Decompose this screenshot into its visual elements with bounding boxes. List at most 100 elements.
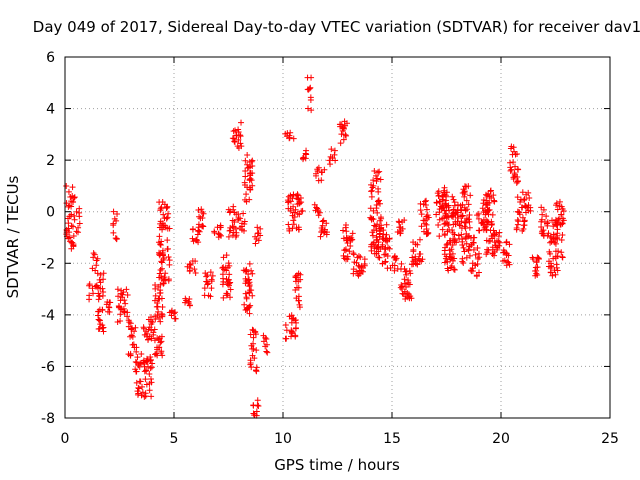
data-point: [436, 209, 443, 216]
data-point: [466, 218, 473, 225]
data-point: [240, 267, 247, 274]
data-point: [171, 315, 178, 322]
data-point: [157, 241, 164, 248]
data-point: [450, 196, 457, 203]
data-point: [295, 226, 302, 233]
data-point: [191, 266, 198, 273]
data-point: [300, 156, 307, 163]
data-point: [467, 235, 474, 242]
data-point: [414, 241, 421, 248]
data-point: [249, 352, 256, 359]
data-point: [290, 221, 297, 228]
data-point: [68, 211, 75, 218]
data-point: [407, 293, 414, 300]
data-point: [100, 276, 107, 283]
data-point: [223, 267, 230, 274]
data-point: [368, 187, 375, 194]
data-point: [143, 381, 150, 388]
data-point: [433, 211, 440, 218]
data-point: [459, 212, 466, 219]
data-point: [448, 254, 455, 261]
data-point: [512, 163, 519, 170]
data-point: [243, 191, 250, 198]
data-point: [257, 225, 264, 232]
data-point: [154, 303, 161, 310]
plot-frame: [64, 56, 611, 419]
data-point: [157, 318, 164, 325]
data-point: [133, 344, 140, 351]
data-point: [76, 205, 83, 212]
data-point: [416, 250, 423, 257]
data-point: [250, 340, 257, 347]
data-point: [158, 222, 165, 229]
data-point: [454, 207, 461, 214]
data-point: [196, 213, 203, 220]
data-point: [250, 402, 257, 409]
data-point: [199, 222, 206, 229]
data-point: [410, 239, 417, 246]
data-point: [161, 274, 168, 281]
data-point: [252, 331, 259, 338]
y-tick-label: -4: [41, 308, 55, 324]
data-point: [368, 193, 375, 200]
data-point: [407, 270, 414, 277]
data-point: [253, 235, 260, 242]
data-point: [152, 292, 159, 299]
data-point: [160, 211, 167, 218]
data-point: [350, 251, 357, 258]
data-point: [157, 250, 164, 257]
data-point: [164, 245, 171, 252]
data-point: [134, 354, 141, 361]
data-point: [242, 267, 249, 274]
data-point: [521, 218, 528, 225]
data-point: [485, 211, 492, 218]
data-point: [487, 227, 494, 234]
data-point: [418, 223, 425, 230]
data-point: [129, 341, 136, 348]
data-point: [246, 282, 253, 289]
data-point: [356, 267, 363, 274]
data-point: [480, 221, 487, 228]
data-point: [370, 227, 377, 234]
data-point: [189, 226, 196, 233]
data-point: [337, 140, 344, 147]
data-point: [200, 210, 207, 217]
data-point: [538, 204, 545, 211]
data-point: [165, 276, 172, 283]
data-point: [165, 254, 172, 261]
data-point: [368, 181, 375, 188]
data-point: [433, 200, 440, 207]
data-point: [549, 272, 556, 279]
data-point: [250, 346, 257, 353]
data-point: [96, 317, 103, 324]
data-point: [262, 343, 269, 350]
data-point: [295, 293, 302, 300]
data-point: [340, 136, 347, 143]
data-point: [435, 221, 442, 228]
data-point: [474, 255, 481, 262]
data-point: [315, 164, 322, 171]
data-point: [246, 303, 253, 310]
data-point: [241, 301, 248, 308]
data-point: [546, 258, 553, 265]
data-point: [368, 188, 375, 195]
data-point: [214, 224, 221, 231]
data-point: [417, 200, 424, 207]
data-point: [156, 314, 163, 321]
data-point: [186, 267, 193, 274]
data-point: [398, 260, 405, 267]
data-point: [394, 229, 401, 236]
data-point: [203, 273, 210, 280]
data-point: [155, 296, 162, 303]
data-point: [95, 316, 102, 323]
data-point: [71, 212, 78, 219]
data-point: [76, 213, 83, 220]
data-point: [235, 126, 242, 133]
data-point: [113, 236, 120, 243]
data-point: [297, 276, 304, 283]
data-point: [137, 378, 144, 385]
data-point: [470, 246, 477, 253]
data-point: [246, 260, 253, 267]
data-point: [455, 215, 462, 222]
data-point: [350, 270, 357, 277]
